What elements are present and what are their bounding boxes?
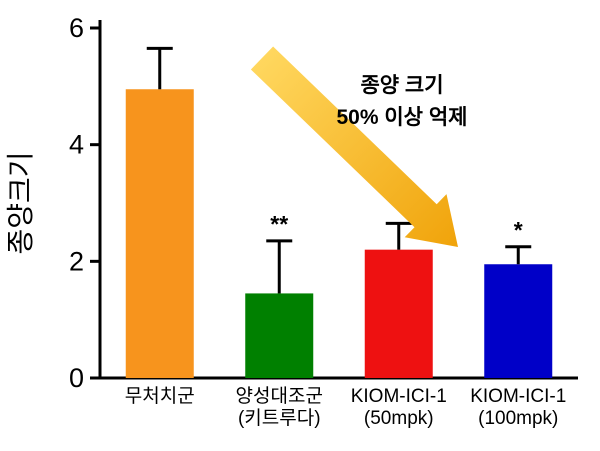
x-category-label: (키트루다) — [238, 407, 321, 429]
x-category-label: (50mpk) — [364, 408, 434, 429]
y-axis-label: 종양크기 — [5, 151, 36, 254]
bar-1 — [125, 89, 194, 378]
bar-2 — [245, 293, 314, 378]
bar-3 — [364, 249, 433, 378]
significance-star: ** — [270, 211, 288, 237]
y-tick-label: 0 — [69, 363, 84, 393]
x-category-label: KIOM-ICI-1 — [351, 386, 447, 407]
x-category-label: 양성대조군 — [236, 385, 323, 407]
x-category-label: KIOM-ICI-1 — [470, 386, 566, 407]
y-tick-label: 2 — [69, 246, 84, 276]
bar-4 — [484, 264, 553, 378]
annotation-text: 종양 크기 — [360, 74, 443, 97]
annotation-arrow-icon — [250, 46, 458, 247]
x-category-label: 무처치군 — [125, 385, 195, 407]
significance-star: * — [514, 217, 523, 243]
y-tick-label: 4 — [69, 130, 84, 160]
annotation-text: 50% 이상 억제 — [337, 106, 468, 129]
y-tick-label: 6 — [69, 13, 84, 43]
x-category-label: (100mpk) — [478, 408, 558, 429]
